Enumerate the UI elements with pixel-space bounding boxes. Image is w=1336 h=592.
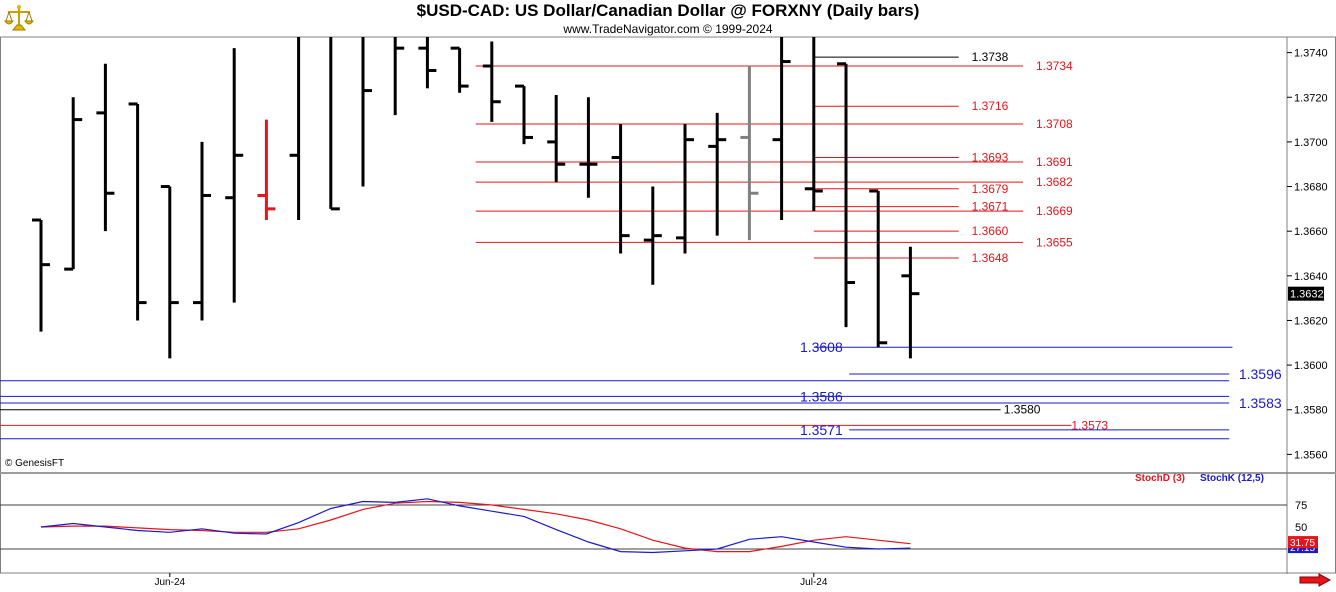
price-level-label: 1.3571 [800, 422, 843, 438]
ohlc-bar [160, 185, 179, 359]
price-level-label: 1.3708 [1036, 117, 1073, 131]
price-level-label: 1.3734 [1036, 59, 1073, 73]
ohlc-bar [418, 37, 437, 89]
ohlc-bar [901, 246, 920, 359]
price-bars [32, 37, 920, 359]
ohlc-bar [869, 189, 888, 348]
ohlc-bar [257, 119, 276, 221]
price-tick-label: 1.3580 [1294, 405, 1328, 417]
price-level-label: 1.3573 [1071, 418, 1108, 432]
ohlc-bar [193, 141, 211, 321]
chart-title: $USD-CAD: US Dollar/Canadian Dollar @ FO… [416, 1, 920, 20]
ohlc-bar [579, 97, 598, 198]
price-level-label: 1.3716 [972, 99, 1009, 113]
price-level-label: 1.3608 [800, 339, 843, 355]
ohlc-bar [837, 62, 855, 328]
price-level-label: 1.3655 [1036, 235, 1073, 249]
price-tick-label: 1.3620 [1294, 315, 1328, 327]
ohlc-bar [128, 102, 147, 321]
stoch-d-tag [1288, 536, 1318, 549]
ohlc-bar [482, 41, 501, 122]
chart-frame [0, 36, 1336, 574]
last-price-label: 1.3632 [1290, 289, 1324, 301]
chart-subtitle: www.TradeNavigator.com © 1999-2024 [563, 22, 773, 36]
ohlc-bar [708, 112, 727, 236]
stoch-k-value: 27.15 [1290, 543, 1315, 554]
price-level-label: 1.3648 [972, 251, 1009, 265]
ohlc-bar [611, 124, 630, 254]
ohlc-bar [393, 37, 405, 116]
time-tick-label: Jun-24 [155, 577, 186, 588]
price-tick-label: 1.3640 [1294, 271, 1328, 283]
time-tick-label: Jul-24 [800, 577, 828, 588]
price-level-label: 1.3682 [1036, 175, 1073, 189]
ohlc-bar [515, 84, 533, 145]
ohlc-bar [676, 124, 694, 254]
price-tick-label: 1.3600 [1294, 360, 1328, 372]
stoch-tick-label: 75 [1295, 500, 1307, 512]
price-tick-label: 1.3700 [1294, 137, 1328, 149]
ohlc-bar [804, 37, 823, 212]
ohlc-bar [329, 37, 340, 211]
stoch-d-value: 31.75 [1290, 538, 1315, 549]
ohlc-bar [32, 218, 50, 332]
golden-scale-logo-icon [4, 3, 34, 38]
ohlc-bar [361, 37, 372, 187]
price-level-label: 1.3671 [972, 200, 1009, 214]
price-level-label: 1.3691 [1036, 155, 1073, 169]
price-levels: 1.3738 1.3734 1.3716 1.3708 1.3693 1.3691 1.36… [0, 50, 1282, 440]
time-axis: Jun-24 Jul-24 [155, 573, 828, 588]
red-right-arrow-icon[interactable] [1299, 573, 1332, 592]
price-tick-label: 1.3560 [1294, 449, 1328, 461]
price-tick-label: 1.3740 [1294, 48, 1328, 60]
price-level-label: 1.3679 [972, 182, 1009, 196]
ohlc-bar [450, 46, 469, 93]
price-level-label: 1.3596 [1239, 366, 1282, 382]
ohlc-bar [96, 63, 115, 232]
ohlc-bar [225, 48, 244, 303]
ohlc-bar [64, 97, 83, 271]
price-level-label: 1.3580 [1004, 403, 1041, 417]
stoch-tick-label: 50 [1295, 522, 1307, 534]
ohlc-bar [772, 37, 791, 221]
ohlc-bar [643, 186, 662, 285]
price-axis: 1.3740 1.3720 1.3700 1.3680 1.3660 1.3640 1.36… [1287, 48, 1328, 461]
price-level-label: 1.3738 [972, 50, 1009, 64]
ohlc-bar [289, 37, 301, 221]
ohlc-bar [740, 66, 759, 241]
price-level-label: 1.3693 [972, 151, 1009, 165]
last-price-tag [1288, 286, 1324, 301]
price-level-label: 1.3660 [972, 224, 1009, 238]
stoch-d-legend: StochD (3) [1135, 473, 1185, 484]
stoch-k-legend: StochK (12,5) [1200, 473, 1264, 484]
price-tick-label: 1.3680 [1294, 182, 1328, 194]
stoch-k-line [40, 498, 911, 554]
copyright-label: © GenesisFT [5, 458, 65, 469]
price-level-label: 1.3583 [1239, 395, 1282, 411]
price-tick-label: 1.3720 [1294, 92, 1328, 104]
price-level-label: 1.3586 [800, 388, 843, 404]
price-level-label: 1.3669 [1036, 204, 1073, 218]
ohlc-bar [547, 95, 566, 183]
price-tick-label: 1.3660 [1294, 226, 1328, 238]
